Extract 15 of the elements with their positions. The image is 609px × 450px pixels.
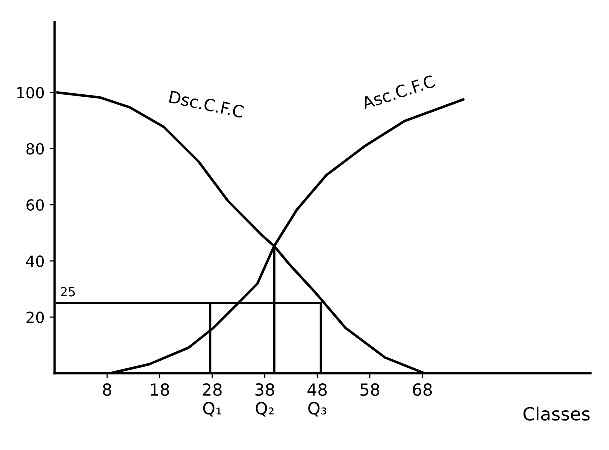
x-tick-label: 28 Q₁	[203, 384, 222, 417]
x-tick-label: 8	[103, 384, 112, 396]
x-tick-label: 68	[413, 384, 432, 396]
x-tick-label: 18	[151, 384, 170, 396]
x-axis-title: Classes	[524, 406, 590, 421]
y-tick-label: 80	[26, 143, 44, 155]
y-tick-label: 100	[18, 87, 44, 99]
y-tick-label: 20	[26, 312, 44, 324]
x-tick-label: 48 Q₃	[308, 384, 327, 417]
annotation: 25	[61, 287, 76, 297]
x-tick-label: 38 Q₂	[256, 384, 274, 417]
y-tick-label: 60	[26, 199, 44, 212]
text: Dsc.C.F.C	[169, 90, 244, 118]
y-tick-label: 40	[26, 256, 44, 268]
x-tick-label: 58	[360, 384, 380, 396]
